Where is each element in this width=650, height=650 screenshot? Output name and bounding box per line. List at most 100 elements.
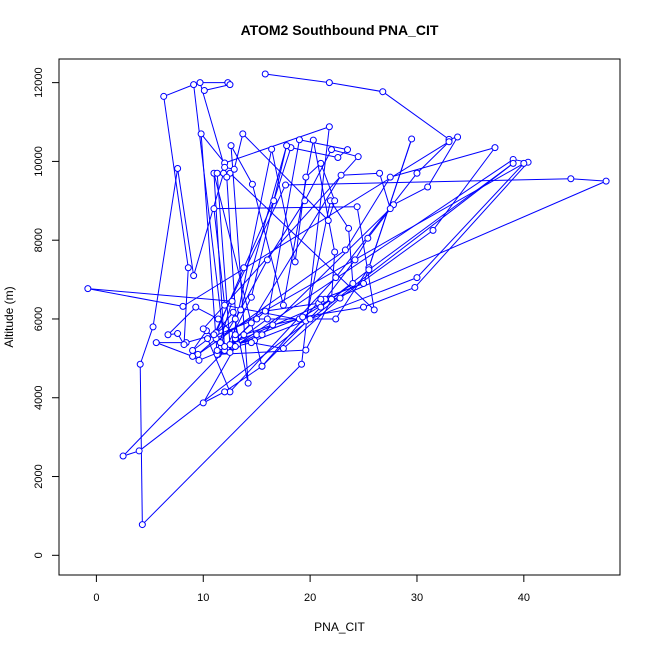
data-point (344, 146, 352, 154)
data-point (221, 163, 229, 171)
data-point (228, 297, 236, 305)
data-point (325, 79, 333, 87)
series-segment (290, 147, 338, 158)
data-point (411, 283, 419, 291)
data-point (189, 346, 197, 354)
series-segment (87, 288, 184, 307)
data-point (331, 248, 339, 256)
series-segment (224, 365, 263, 393)
data-point (174, 330, 182, 338)
series-segment (414, 161, 529, 288)
series-segment (266, 139, 300, 320)
data-point (360, 303, 368, 311)
series-segment (215, 311, 234, 334)
series-segment (368, 162, 514, 271)
data-point (386, 205, 394, 213)
data-point (331, 197, 339, 205)
series-segment (163, 96, 189, 268)
series-segment (379, 173, 391, 209)
series-segment (265, 73, 330, 84)
x-tick-label: 40 (518, 592, 530, 604)
series-segment (312, 140, 336, 253)
data-point (253, 315, 261, 323)
series-segment (139, 364, 143, 525)
series-segment (335, 172, 418, 278)
data-point (301, 197, 309, 205)
data-point (345, 224, 353, 232)
data-point (190, 81, 198, 89)
data-point (317, 303, 325, 311)
data-point (263, 256, 271, 264)
data-point (258, 331, 266, 339)
data-point (227, 142, 235, 150)
data-point (221, 343, 229, 351)
data-point (190, 272, 198, 280)
data-point (240, 264, 248, 272)
data-point (149, 323, 157, 331)
series-segment (251, 342, 284, 350)
data-point (84, 285, 92, 293)
data-point (386, 173, 394, 181)
data-point (248, 180, 256, 188)
data-point (298, 360, 306, 368)
data-point (174, 165, 182, 173)
data-point (136, 360, 144, 368)
data-point (291, 258, 299, 266)
data-point (223, 173, 231, 181)
data-point (231, 343, 239, 351)
series-segment (416, 163, 525, 278)
data-point (199, 325, 207, 333)
data-point (306, 315, 314, 323)
y-tick-label: 8000 (33, 228, 45, 252)
data-point (299, 313, 307, 321)
series-segment (195, 306, 219, 320)
data-point (408, 135, 416, 143)
data-point (413, 169, 421, 177)
y-tick-label: 6000 (33, 307, 45, 331)
series-segment (152, 168, 179, 327)
data-point (353, 203, 361, 211)
data-point (197, 130, 205, 138)
data-point (152, 339, 160, 347)
data-point (327, 295, 335, 303)
data-point (445, 138, 453, 146)
series-segment (294, 177, 307, 262)
data-point (454, 133, 462, 141)
series-segment (199, 82, 226, 168)
series-segment (200, 133, 226, 164)
y-tick-label: 4000 (33, 386, 45, 410)
data-point (221, 301, 229, 309)
x-tick-label: 20 (304, 592, 316, 604)
series-segment (242, 133, 329, 221)
data-point (365, 266, 373, 274)
series-segment (250, 145, 288, 298)
data-point (204, 335, 212, 343)
data-point (221, 388, 229, 396)
data-point (413, 274, 421, 282)
data-point (334, 153, 342, 161)
data-point (349, 280, 357, 288)
series-segment (393, 186, 428, 206)
series-segment (261, 298, 322, 367)
data-point (210, 205, 218, 213)
data-point (229, 308, 237, 316)
series-segment (197, 249, 346, 355)
data-point (327, 146, 335, 154)
data-point (216, 339, 224, 347)
x-axis: 0 10 20 30 40 (93, 575, 530, 604)
data-point (230, 165, 238, 173)
series-segment (240, 145, 288, 311)
series-segment (193, 84, 226, 347)
series-segment (213, 173, 226, 351)
data-point (302, 173, 310, 181)
y-tick-label: 10000 (33, 146, 45, 177)
data-point (567, 175, 575, 183)
data-point (360, 280, 368, 288)
series-segment (309, 277, 418, 320)
series-segment (207, 338, 231, 393)
data-point (429, 226, 437, 234)
data-point (138, 521, 146, 529)
y-axis-label: Altitude (m) (2, 286, 16, 347)
chart-title: ATOM2 Southbound PNA_CIT (241, 22, 439, 38)
series-segment (363, 286, 416, 308)
